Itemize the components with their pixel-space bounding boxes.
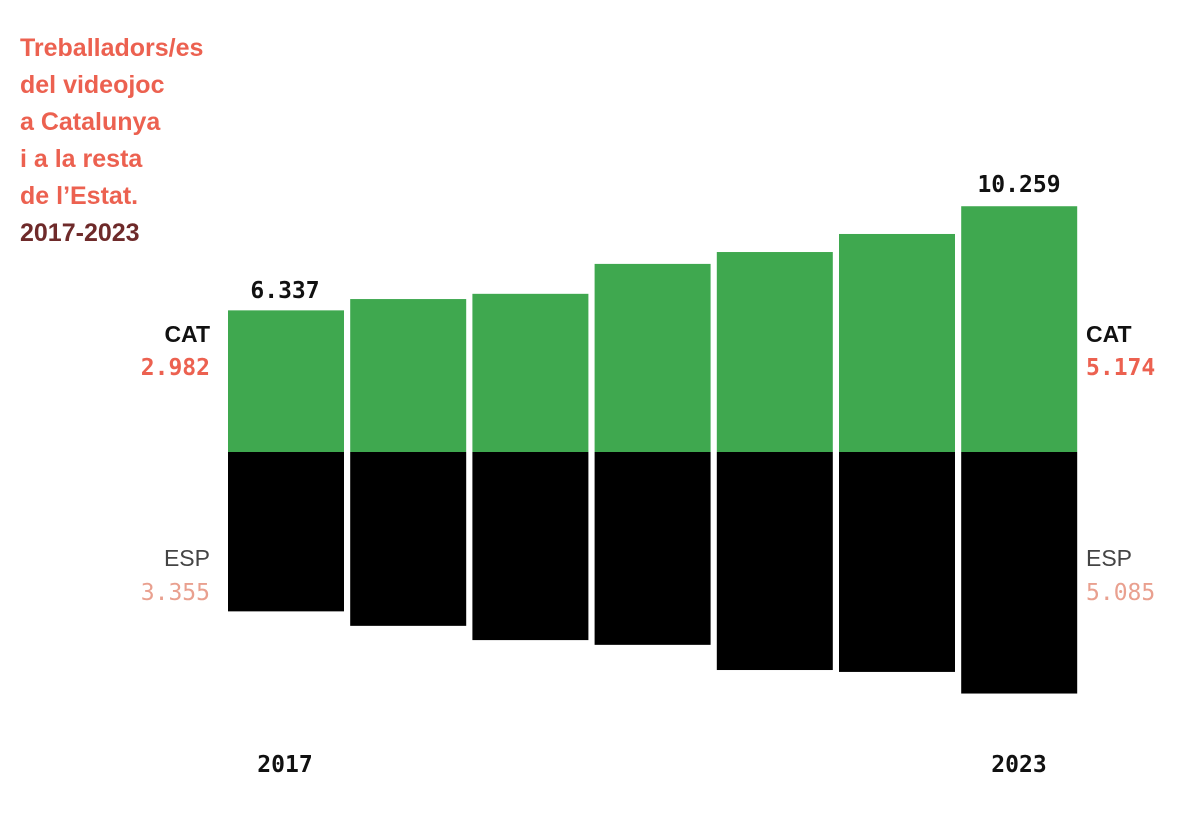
title-line: a Catalunya [20,108,161,136]
left-esp-value: 3.355 [141,580,210,606]
right-esp-value: 5.085 [1086,580,1155,606]
bar-esp-2020 [594,452,711,645]
bar-esp-2019 [472,452,589,641]
bar-cat-2017 [228,310,344,452]
bar-esp-2018 [350,452,467,626]
left-esp-name: ESP [164,545,210,571]
left-cat-value: 2.982 [141,355,210,381]
bar-cat-2019 [472,293,589,452]
bar-cat-2020 [594,263,711,452]
bar-cat-2023 [961,206,1078,452]
x-tick-2023: 2023 [991,752,1046,778]
title-period: 2017-2023 [20,219,140,247]
total-label-2023: 10.259 [977,172,1060,198]
title-line: del videojoc [20,71,165,99]
bar-esp-2023 [961,452,1078,694]
x-tick-2017: 2017 [257,752,312,778]
title-line: Treballadors/es [20,34,204,62]
chart-title: Treballadors/es del videojoc a Catalunya… [20,30,203,252]
title-line: i a la resta [20,145,143,173]
bar-esp-2021 [716,452,833,671]
left-cat-name: CAT [164,321,210,347]
bar-cat-2021 [716,252,833,452]
right-cat-value: 5.174 [1086,355,1155,381]
bar-esp-2017 [228,452,344,612]
title-line: de l’Estat. [20,182,139,210]
right-esp-name: ESP [1086,545,1132,571]
right-cat-name: CAT [1086,321,1132,347]
bar-esp-2022 [839,452,955,672]
total-label-2017: 6.337 [250,278,319,304]
bar-cat-2018 [350,299,467,452]
bar-cat-2022 [839,233,955,452]
